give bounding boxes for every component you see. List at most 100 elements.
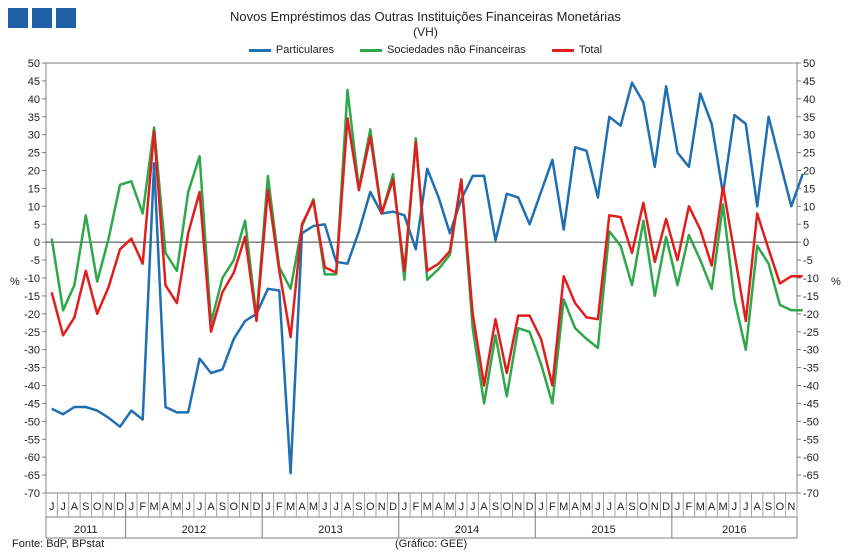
month-tick-label: O — [93, 501, 102, 513]
month-tick-label: J — [129, 501, 135, 513]
y-tick-label-left: -5 — [30, 255, 40, 267]
month-tick-label: J — [595, 501, 601, 513]
chart-title: Novos Empréstimos das Outras Instituiçõe… — [230, 9, 621, 24]
y-tick-label-left: -65 — [24, 470, 40, 482]
month-tick-label: N — [651, 501, 659, 513]
y-tick-label-left: 50 — [28, 58, 40, 70]
y-tick-label-right: 15 — [803, 183, 815, 195]
legend-item-sociedades: Sociedades não Financeiras — [360, 44, 526, 56]
month-tick-label: N — [105, 501, 113, 513]
chart-subtitle: (VH) — [413, 25, 438, 39]
month-tick-label: A — [162, 501, 170, 513]
y-tick-label-right: -35 — [803, 363, 819, 375]
month-tick-label: M — [559, 501, 568, 513]
y-tick-label-right: -30 — [803, 345, 819, 357]
year-label: 2015 — [591, 524, 615, 536]
y-tick-label-left: 10 — [28, 201, 40, 213]
series-line-total — [50, 117, 803, 387]
y-tick-label-right: 0 — [803, 237, 809, 249]
month-tick-label: O — [639, 501, 648, 513]
y-tick-label-right: 5 — [803, 219, 809, 231]
month-tick-label: J — [197, 501, 203, 513]
month-tick-label: A — [344, 501, 352, 513]
y-tick-label-right: 35 — [803, 112, 815, 124]
chart-credit: (Gráfico: GEE) — [395, 538, 468, 550]
y-tick-label-left: -45 — [24, 398, 40, 410]
month-tick-label: F — [276, 501, 283, 513]
y-tick-label-left: -30 — [24, 345, 40, 357]
y-tick-label-left: -20 — [24, 309, 40, 321]
month-tick-label: J — [185, 501, 191, 513]
month-tick-label: F — [549, 501, 556, 513]
month-tick-label: M — [582, 501, 591, 513]
y-tick-label-right: -10 — [803, 273, 819, 285]
year-label: 2011 — [74, 524, 98, 536]
month-tick-label: O — [776, 501, 785, 513]
month-tick-label: M — [445, 501, 454, 513]
month-tick-label: A — [617, 501, 625, 513]
y-tick-label-left: -55 — [24, 434, 40, 446]
month-tick-label: A — [571, 501, 579, 513]
month-tick-label: D — [389, 501, 397, 513]
month-tick-label: S — [219, 501, 226, 513]
y-tick-label-right: -15 — [803, 291, 819, 303]
month-tick-label: J — [459, 501, 465, 513]
month-tick-label: N — [514, 501, 522, 513]
month-tick-label: J — [607, 501, 613, 513]
year-label: 2013 — [318, 524, 342, 536]
source-note: Fonte: BdP, BPstat — [12, 538, 105, 550]
month-tick-label: J — [60, 501, 66, 513]
legend-swatch-total — [551, 48, 574, 52]
y-tick-label-right: -20 — [803, 309, 819, 321]
y-tick-label-right: -70 — [803, 488, 819, 500]
series-line-sociedades — [50, 88, 803, 405]
y-tick-label-right: 10 — [803, 201, 815, 213]
month-tick-label: S — [492, 501, 499, 513]
month-tick-label: J — [265, 501, 271, 513]
y-tick-label-left: 15 — [28, 183, 40, 195]
month-tick-label: D — [662, 501, 670, 513]
month-tick-label: M — [696, 501, 705, 513]
month-tick-label: A — [435, 501, 443, 513]
month-tick-label: J — [402, 501, 408, 513]
y-tick-label-left: -10 — [24, 273, 40, 285]
y-tick-label-left: 35 — [28, 112, 40, 124]
month-tick-label: F — [686, 501, 693, 513]
month-tick-label: S — [82, 501, 89, 513]
month-tick-label: O — [366, 501, 375, 513]
legend-swatch-sociedades — [360, 48, 382, 52]
y-tick-label-left: -25 — [24, 327, 40, 339]
y-tick-label-left: -60 — [24, 452, 40, 464]
y-tick-label-right: -5 — [803, 255, 813, 267]
y-tick-label-left: -70 — [24, 488, 40, 500]
y-tick-label-right: 20 — [803, 166, 815, 178]
y-tick-label-left: 5 — [34, 219, 40, 231]
month-tick-label: D — [116, 501, 124, 513]
month-tick-label: M — [718, 501, 727, 513]
month-tick-label: M — [286, 501, 295, 513]
month-tick-label: S — [355, 501, 362, 513]
month-tick-label: D — [253, 501, 261, 513]
month-tick-label: A — [754, 501, 762, 513]
legend-label-sociedades: Sociedades não Financeiras — [387, 44, 526, 56]
month-tick-label: J — [675, 501, 681, 513]
legend-label-particulares: Particulares — [275, 44, 334, 56]
y-tick-label-right: 30 — [803, 130, 815, 142]
legend: Particulares Sociedades não Financeiras … — [0, 44, 851, 56]
y-tick-label-left: 45 — [28, 76, 40, 88]
month-tick-label: F — [139, 501, 146, 513]
month-tick-label: S — [765, 501, 772, 513]
legend-item-particulares: Particulares — [248, 44, 334, 56]
month-tick-label: M — [423, 501, 432, 513]
month-tick-label: A — [298, 501, 306, 513]
year-label: 2016 — [722, 524, 746, 536]
y-tick-label-right: 50 — [803, 58, 815, 70]
y-tick-label-left: 0 — [34, 237, 40, 249]
month-tick-label: M — [172, 501, 181, 513]
month-tick-label: S — [628, 501, 635, 513]
logo-square-1 — [8, 8, 28, 28]
month-tick-label: D — [526, 501, 534, 513]
y-tick-label-right: -55 — [803, 434, 819, 446]
month-tick-label: N — [378, 501, 386, 513]
